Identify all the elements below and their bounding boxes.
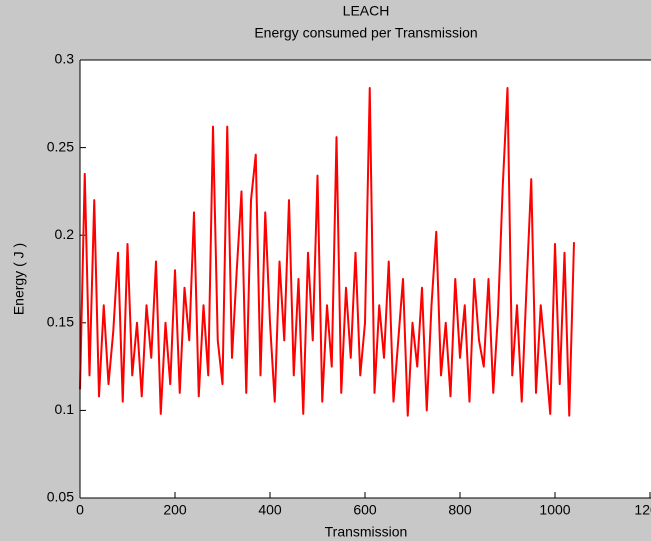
y-tick-label: 0.25 — [47, 138, 74, 154]
x-axis-label: Transmission — [325, 524, 408, 540]
chart-subtitle: Energy consumed per Transmission — [254, 25, 477, 41]
x-tick-label: 400 — [258, 502, 282, 518]
data-line — [79, 87, 575, 417]
x-tick-label: 200 — [163, 502, 187, 518]
x-tick-label: 800 — [448, 502, 472, 518]
y-tick-label: 0.05 — [47, 489, 74, 505]
y-tick-label: 0.3 — [55, 51, 75, 67]
y-tick-label: 0.1 — [55, 401, 75, 417]
x-tick-label: 0 — [76, 502, 84, 518]
x-tick-label: 600 — [353, 502, 377, 518]
y-axis-label: Energy ( J ) — [11, 243, 27, 315]
y-tick-label: 0.2 — [55, 226, 75, 242]
y-tick-label: 0.15 — [47, 314, 74, 330]
x-tick-label: 1000 — [539, 502, 570, 518]
x-tick-label: 1200 — [634, 502, 651, 518]
chart-title: LEACH — [343, 3, 390, 19]
